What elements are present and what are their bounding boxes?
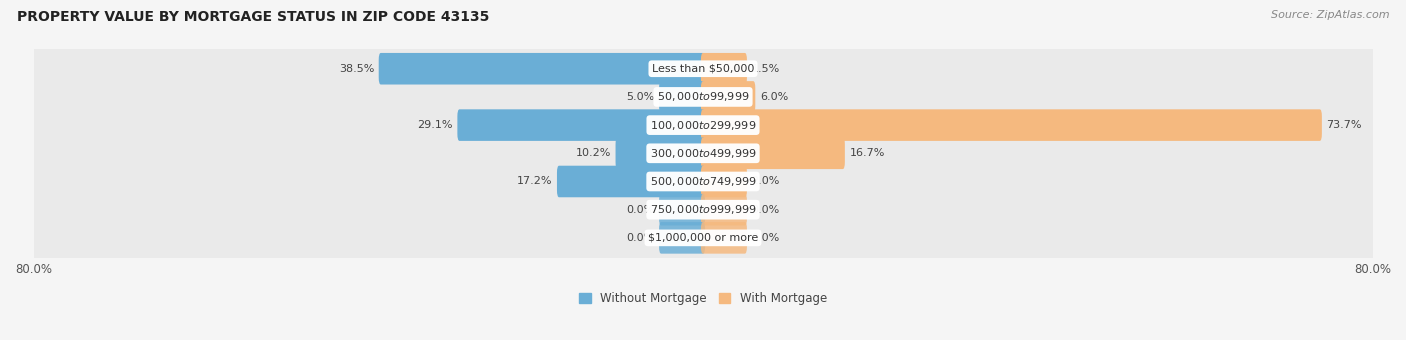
Legend: Without Mortgage, With Mortgage: Without Mortgage, With Mortgage: [574, 288, 832, 310]
FancyBboxPatch shape: [616, 137, 704, 169]
Text: 1.5%: 1.5%: [752, 64, 780, 74]
FancyBboxPatch shape: [557, 166, 704, 197]
FancyBboxPatch shape: [659, 81, 704, 113]
FancyBboxPatch shape: [702, 222, 747, 254]
FancyBboxPatch shape: [30, 184, 1376, 236]
FancyBboxPatch shape: [30, 42, 1376, 95]
FancyBboxPatch shape: [702, 109, 1322, 141]
Text: PROPERTY VALUE BY MORTGAGE STATUS IN ZIP CODE 43135: PROPERTY VALUE BY MORTGAGE STATUS IN ZIP…: [17, 10, 489, 24]
FancyBboxPatch shape: [378, 53, 704, 85]
FancyBboxPatch shape: [457, 109, 704, 141]
Text: $1,000,000 or more: $1,000,000 or more: [648, 233, 758, 243]
Text: Source: ZipAtlas.com: Source: ZipAtlas.com: [1271, 10, 1389, 20]
Text: $50,000 to $99,999: $50,000 to $99,999: [657, 90, 749, 103]
Text: 0.0%: 0.0%: [752, 205, 780, 215]
Text: 73.7%: 73.7%: [1326, 120, 1362, 130]
Text: $300,000 to $499,999: $300,000 to $499,999: [650, 147, 756, 160]
FancyBboxPatch shape: [30, 71, 1376, 123]
Text: 16.7%: 16.7%: [849, 148, 884, 158]
FancyBboxPatch shape: [659, 222, 704, 254]
FancyBboxPatch shape: [702, 53, 747, 85]
Text: 10.2%: 10.2%: [575, 148, 612, 158]
Text: $100,000 to $299,999: $100,000 to $299,999: [650, 119, 756, 132]
Text: $750,000 to $999,999: $750,000 to $999,999: [650, 203, 756, 216]
Text: 5.0%: 5.0%: [626, 92, 654, 102]
Text: 29.1%: 29.1%: [418, 120, 453, 130]
FancyBboxPatch shape: [30, 155, 1376, 207]
Text: 0.0%: 0.0%: [626, 205, 654, 215]
FancyBboxPatch shape: [30, 212, 1376, 264]
Text: 6.0%: 6.0%: [759, 92, 789, 102]
FancyBboxPatch shape: [702, 137, 845, 169]
Text: 0.0%: 0.0%: [626, 233, 654, 243]
Text: $500,000 to $749,999: $500,000 to $749,999: [650, 175, 756, 188]
Text: 17.2%: 17.2%: [517, 176, 553, 186]
FancyBboxPatch shape: [702, 166, 747, 197]
FancyBboxPatch shape: [702, 81, 755, 113]
Text: Less than $50,000: Less than $50,000: [652, 64, 754, 74]
FancyBboxPatch shape: [30, 99, 1376, 151]
Text: 2.0%: 2.0%: [752, 176, 780, 186]
FancyBboxPatch shape: [659, 194, 704, 225]
Text: 38.5%: 38.5%: [339, 64, 374, 74]
Text: 0.0%: 0.0%: [752, 233, 780, 243]
FancyBboxPatch shape: [30, 127, 1376, 180]
FancyBboxPatch shape: [702, 194, 747, 225]
